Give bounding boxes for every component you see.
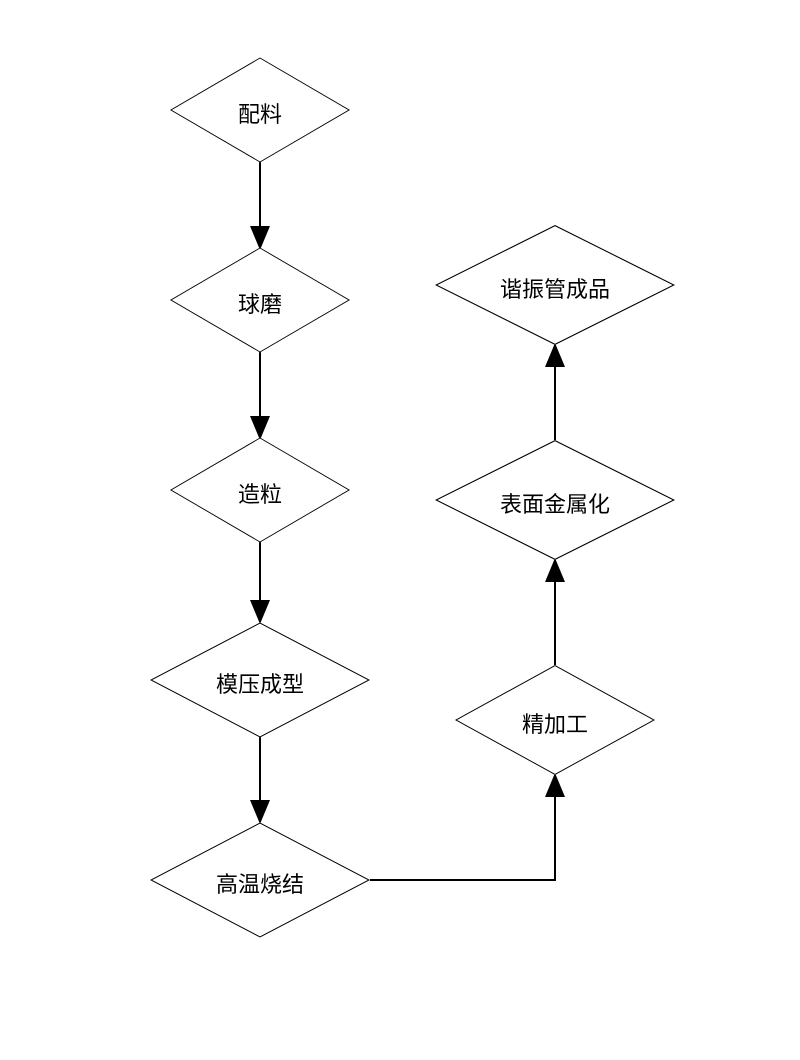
node-label: 配料 xyxy=(140,97,380,129)
connector-layer xyxy=(0,0,800,1060)
node-label: 精加工 xyxy=(435,707,675,739)
edge-n5-n6 xyxy=(370,775,555,880)
node-label: 谐振管成品 xyxy=(435,272,675,304)
node-label: 高温烧结 xyxy=(140,867,380,899)
node-label: 模压成型 xyxy=(140,667,380,699)
node-label: 球磨 xyxy=(140,287,380,319)
node-label: 表面金属化 xyxy=(435,487,675,519)
node-label: 造粒 xyxy=(140,477,380,509)
